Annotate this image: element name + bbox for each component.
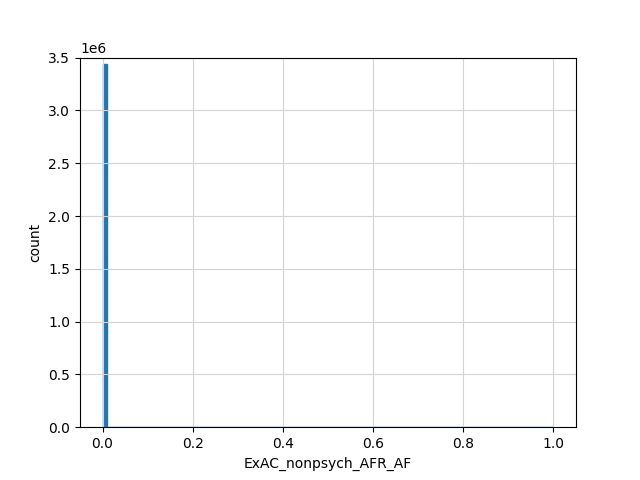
X-axis label: ExAC_nonpsych_AFR_AF: ExAC_nonpsych_AFR_AF <box>244 456 412 470</box>
Bar <box>102 64 107 427</box>
Y-axis label: count: count <box>29 223 43 262</box>
